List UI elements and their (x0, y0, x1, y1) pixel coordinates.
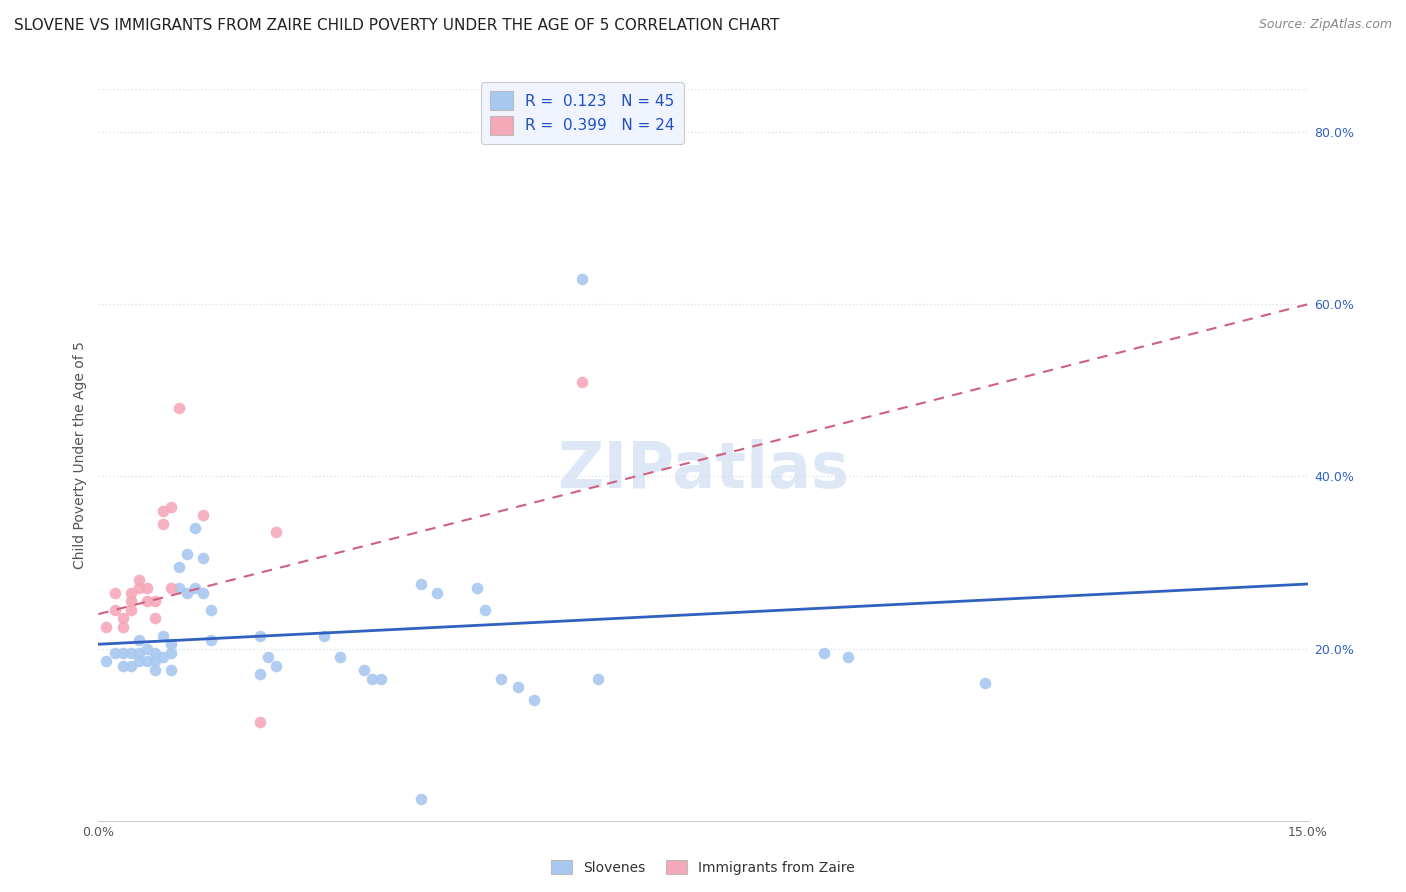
Point (353, 663, 375, 677)
Point (193, 508, 215, 523)
Point (409, 792, 432, 806)
Point (103, 603, 125, 617)
Legend: R =  0.123   N = 45, R =  0.399   N = 24: R = 0.123 N = 45, R = 0.399 N = 24 (481, 82, 683, 144)
Point (167, 401, 190, 415)
Point (837, 650, 859, 665)
Point (111, 611, 134, 625)
Point (143, 594, 166, 608)
Point (523, 693, 546, 707)
Point (143, 611, 166, 625)
Point (160, 646, 183, 660)
Point (152, 629, 174, 643)
Point (426, 585, 449, 599)
Point (128, 573, 150, 587)
Point (128, 646, 150, 660)
Text: SLOVENE VS IMMIGRANTS FROM ZAIRE CHILD POVERTY UNDER THE AGE OF 5 CORRELATION CH: SLOVENE VS IMMIGRANTS FROM ZAIRE CHILD P… (14, 18, 779, 33)
Point (160, 637, 183, 651)
Point (249, 667, 271, 681)
Point (128, 582, 150, 596)
Point (135, 655, 157, 669)
Point (361, 672, 384, 686)
Text: Source: ZipAtlas.com: Source: ZipAtlas.com (1258, 18, 1392, 31)
Point (135, 582, 157, 596)
Point (409, 577, 432, 591)
Point (143, 655, 166, 669)
Point (152, 650, 174, 665)
Point (96, 620, 118, 634)
Point (135, 641, 157, 656)
Point (152, 516, 174, 531)
Point (974, 676, 997, 690)
Point (103, 646, 125, 660)
Point (128, 655, 150, 669)
Point (200, 603, 222, 617)
Point (813, 646, 835, 660)
Point (200, 632, 222, 647)
Point (111, 658, 134, 673)
Point (506, 680, 529, 694)
Point (264, 658, 287, 673)
Point (314, 629, 336, 643)
Point (167, 559, 190, 574)
Point (111, 620, 134, 634)
Point (370, 672, 392, 686)
Point (474, 603, 496, 617)
Y-axis label: Child Poverty Under the Age of 5: Child Poverty Under the Age of 5 (73, 341, 87, 569)
Point (167, 582, 190, 596)
Point (120, 646, 142, 660)
Point (120, 594, 142, 608)
Legend: Slovenes, Immigrants from Zaire: Slovenes, Immigrants from Zaire (546, 855, 860, 880)
Point (120, 603, 142, 617)
Point (571, 375, 593, 389)
Point (152, 504, 174, 518)
Point (176, 585, 198, 599)
Point (586, 672, 609, 686)
Point (160, 582, 183, 596)
Point (128, 632, 150, 647)
Text: ZIPatlas: ZIPatlas (557, 439, 849, 500)
Point (256, 650, 278, 665)
Point (96, 655, 118, 669)
Point (491, 672, 513, 686)
Point (120, 658, 142, 673)
Point (571, 271, 593, 285)
Point (143, 646, 166, 660)
Point (135, 594, 157, 608)
Point (193, 585, 215, 599)
Point (184, 521, 207, 535)
Point (111, 646, 134, 660)
Point (143, 663, 166, 677)
Point (160, 500, 183, 514)
Point (176, 547, 198, 561)
Point (465, 582, 488, 596)
Point (249, 714, 271, 729)
Point (103, 585, 125, 599)
Point (120, 585, 142, 599)
Point (264, 525, 287, 540)
Point (193, 551, 215, 566)
Point (160, 663, 183, 677)
Point (329, 650, 352, 665)
Point (184, 582, 207, 596)
Point (249, 629, 271, 643)
